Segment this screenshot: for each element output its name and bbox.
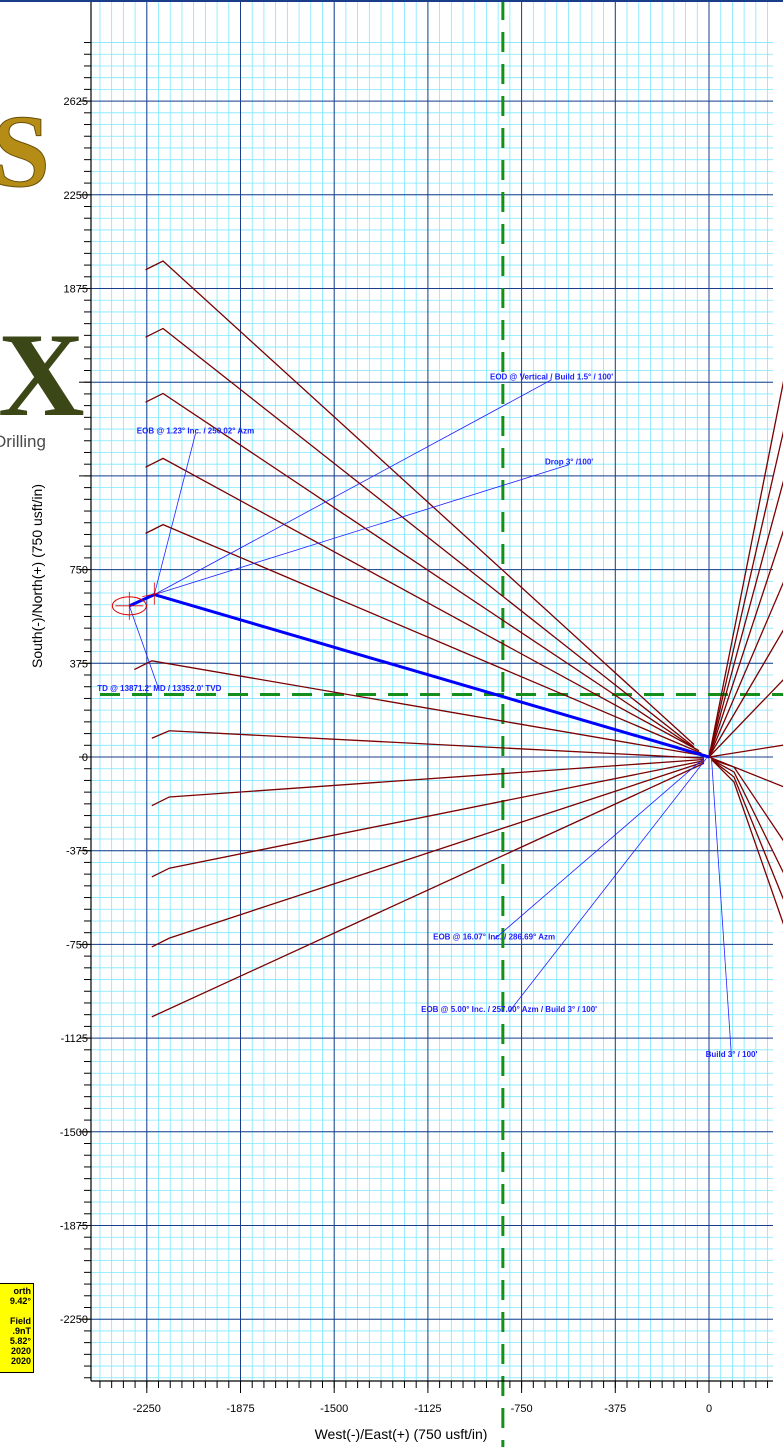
offset-well-6 (134, 660, 705, 757)
chart-grid (91, 0, 773, 1381)
x-axis-label: West(-)/East(+) (750 usft/in) (315, 1426, 488, 1442)
logo-word: Drilling (0, 432, 46, 451)
annotation-label-1: EOD @ Vertical / Build 1.5° / 100' (490, 373, 613, 382)
offset-well-4 (145, 457, 700, 752)
offset-well-14 (708, 480, 783, 758)
y-axis-label: South(-)/North(+) (750 usft/in) (29, 484, 45, 668)
annotation-leader-3 (154, 464, 570, 595)
y-tick-label: 750 (70, 565, 88, 577)
offset-well-1 (145, 260, 695, 745)
info-line: Field (9, 1316, 31, 1326)
offset-well-16 (708, 581, 783, 758)
offset-well-9 (151, 760, 705, 878)
x-tick-label: -1125 (414, 1403, 441, 1415)
offset-well-23 (711, 758, 783, 900)
annotation-label-3: Drop 3° /100' (545, 458, 593, 467)
info-line (0, 1306, 31, 1316)
offset-well-11 (151, 762, 705, 1018)
y-tick-label: -750 (66, 939, 88, 951)
offset-well-5 (145, 523, 702, 754)
y-tick-label: -1500 (60, 1127, 88, 1139)
y-tick-label: 375 (70, 658, 88, 670)
x-tick-label: -750 (511, 1403, 533, 1415)
tick-labels: -2250 -1875 -1500 -1125 -750 -375 0 2625 2250 187… (60, 96, 712, 1415)
offset-well-7 (151, 730, 705, 759)
y-tick-label: 2625 (64, 96, 88, 108)
offset-well-15 (708, 529, 783, 758)
info-line: 2020 (10, 1356, 31, 1366)
offset-well-19 (708, 744, 783, 758)
chart-axes (0, 0, 783, 1393)
y-tick-label: 2250 (64, 190, 88, 202)
y-tick-label: -1875 (60, 1221, 88, 1233)
annotation-leader-2 (153, 433, 196, 595)
annotation-leader-1 (154, 379, 552, 595)
annotation-label-5: EOB @ 16.07° Inc. / 286.69° Azm (433, 932, 555, 941)
info-line: 9.42° (9, 1296, 31, 1306)
offset-well-17 (708, 629, 783, 758)
offset-well-21 (711, 758, 783, 842)
offset-well-10 (151, 761, 705, 948)
offset-well-3 (145, 392, 697, 751)
offset-well-2 (145, 327, 695, 748)
company-logo: S X Drilling (0, 94, 85, 452)
lease-lines (100, 0, 783, 1447)
annotation-labels: EOD @ Vertical / Build 1.5° / 100' EOB @ … (97, 373, 757, 1059)
logo-x-letter: X (0, 308, 85, 441)
annotation-leaders (128, 379, 732, 1057)
offset-well-12 (708, 380, 783, 758)
offset-well-18 (708, 679, 783, 758)
info-line: .9nT (12, 1326, 31, 1336)
annotation-leader-4 (128, 605, 160, 691)
x-tick-label: -1875 (226, 1403, 254, 1415)
annotation-label-4: TD @ 13871.2' MD / 13352.0' TVD (97, 684, 221, 693)
x-tick-label: -2250 (133, 1403, 161, 1415)
offset-well-22 (711, 758, 783, 874)
info-line: orth (13, 1286, 32, 1296)
annotation-leader-6 (508, 758, 707, 1013)
annotation-label-2: EOB @ 1.23° Inc. / 250.02° Azm (137, 426, 255, 435)
offset-wells (134, 260, 783, 1018)
offset-well-13 (708, 430, 783, 758)
x-tick-label: -375 (604, 1403, 626, 1415)
y-tick-label: -375 (66, 846, 88, 858)
y-tick-label: 0 (82, 752, 88, 764)
well-markers (111, 582, 161, 620)
annotation-label-7: Build 3° / 100' (706, 1050, 758, 1059)
annotation-leader-7 (711, 758, 732, 1057)
info-line: 5.82° (9, 1336, 31, 1346)
x-tick-label: -1500 (320, 1403, 348, 1415)
annotation-leader-5 (493, 757, 705, 940)
logo-s-letter: S (0, 94, 50, 209)
info-line: 2020 (10, 1346, 31, 1356)
offset-well-24 (711, 759, 783, 925)
y-tick-label: 1875 (64, 284, 88, 296)
x-tick-label: 0 (706, 1403, 712, 1415)
magnetic-info-box: orth 9.42° Field .9nT 5.82° 2020 2020 (0, 1283, 34, 1373)
y-tick-label: -1125 (61, 1033, 88, 1045)
annotation-label-6: EOB @ 5.00° Inc. / 257.00° Azm / Build 3… (421, 1005, 597, 1014)
kickoff-tick-h (142, 592, 161, 597)
offset-well-8 (151, 758, 705, 807)
y-tick-label: -2250 (60, 1314, 88, 1326)
